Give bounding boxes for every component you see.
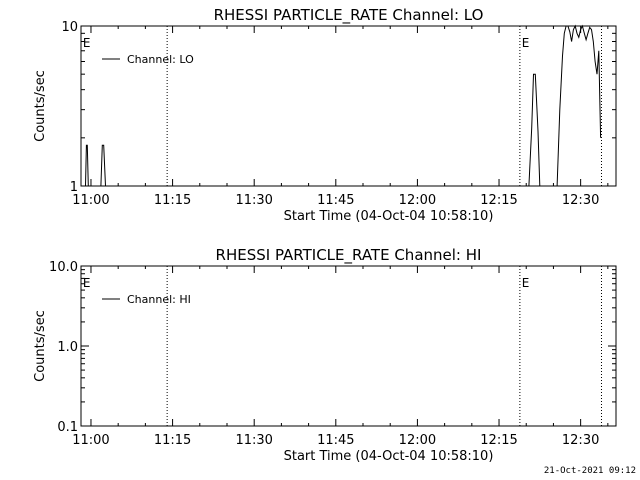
panel1-xtick-label: 12:00: [399, 193, 436, 208]
panel2-xtick-label: 11:45: [317, 433, 354, 448]
panel1-event-marker: E: [522, 36, 530, 50]
panel2-xlabel: Start Time (04-Oct-04 10:58:10): [284, 449, 494, 464]
panel1-xtick-label: 12:15: [480, 193, 517, 208]
panel1-series-line: [85, 24, 602, 187]
panel1-xlabel: Start Time (04-Oct-04 10:58:10): [284, 209, 494, 224]
panel2-event-marker: E: [83, 276, 91, 290]
panel2-ytick-label: 10.0: [49, 260, 78, 275]
panel1-xtick-label: 11:00: [72, 193, 109, 208]
panel2-xtick-label: 12:00: [399, 433, 436, 448]
panel2-frame: [80, 265, 617, 427]
panel2-legend-label: Channel: HI: [127, 293, 191, 306]
panel2-xtick-label: 11:30: [235, 433, 272, 448]
panel1-ylabel: Counts/sec: [33, 70, 48, 142]
panel2-event-marker: E: [522, 276, 530, 290]
panel2-title: RHESSI PARTICLE_RATE Channel: HI: [216, 246, 482, 265]
panel1-frame: [80, 25, 617, 187]
panel2-xtick-label: 12:30: [562, 433, 599, 448]
panel2-xtick-label: 11:15: [154, 433, 191, 448]
panel1-event-marker: E: [83, 36, 91, 50]
panel1-xtick-label: 11:45: [317, 193, 354, 208]
panel2-ylabel: Counts/sec: [33, 310, 48, 382]
panel1-xtick-label: 12:30: [562, 193, 599, 208]
panel2-xtick-label: 12:15: [480, 433, 517, 448]
panel2-ytick-label: 0.1: [57, 420, 78, 435]
panel1-title: RHESSI PARTICLE_RATE Channel: LO: [214, 6, 484, 25]
panel1-xtick-label: 11:15: [154, 193, 191, 208]
panel2-xtick-label: 11:00: [72, 433, 109, 448]
panel1-xtick-label: 11:30: [235, 193, 272, 208]
panel2-ytick-label: 1.0: [57, 340, 78, 355]
panel1-ytick-label: 10: [61, 20, 78, 35]
footer-timestamp: 21-Oct-2021 09:12: [543, 466, 636, 476]
panel1-ytick-label: 1: [70, 180, 78, 195]
panel1-legend-label: Channel: LO: [127, 53, 194, 66]
